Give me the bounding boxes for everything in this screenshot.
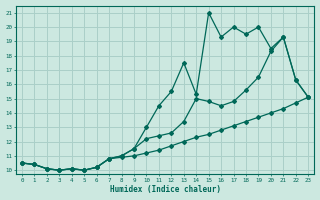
X-axis label: Humidex (Indice chaleur): Humidex (Indice chaleur) — [109, 185, 220, 194]
